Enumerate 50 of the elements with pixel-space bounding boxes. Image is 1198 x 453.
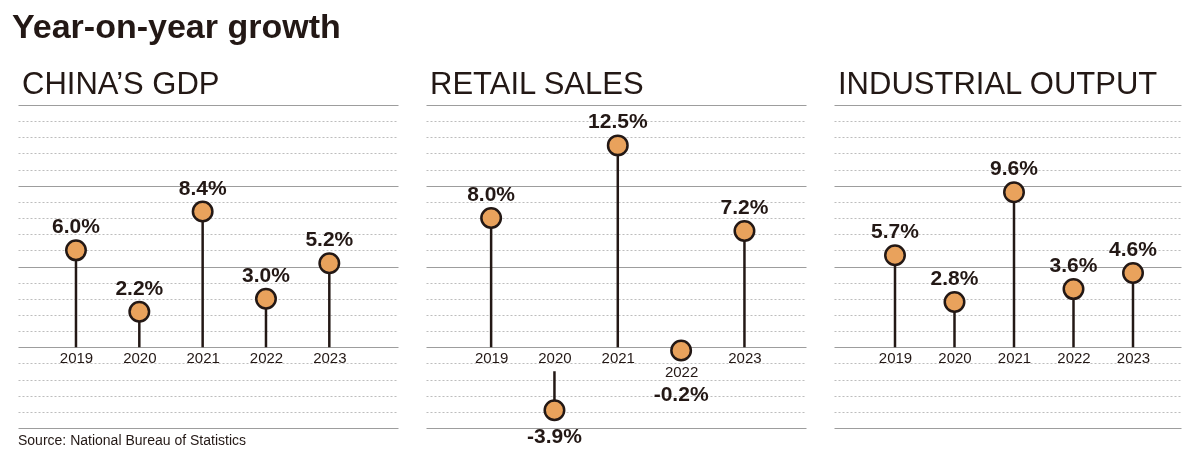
x-tick-label: 2022 <box>249 348 284 366</box>
x-tick-label: 2019 <box>878 348 913 366</box>
point <box>543 399 566 422</box>
point <box>128 300 151 323</box>
point <box>606 134 629 157</box>
x-tick-label: 2022 <box>1057 348 1091 366</box>
data-label: 3.0% <box>242 262 291 286</box>
data-label: 5.7% <box>871 219 920 243</box>
x-tick-label: 2019 <box>474 348 509 366</box>
data-label: 9.6% <box>990 156 1039 180</box>
point <box>480 207 503 230</box>
x-tick-label: 2020 <box>538 348 572 366</box>
point <box>733 219 756 242</box>
x-tick-label: 2021 <box>601 348 635 366</box>
data-label: 8.4% <box>178 175 227 199</box>
data-label: -3.9% <box>527 424 583 448</box>
point <box>884 244 906 267</box>
point <box>1003 181 1025 204</box>
x-tick-label: 2019 <box>59 348 94 366</box>
text: Year-on-year growth <box>12 7 341 45</box>
data-label: 6.0% <box>52 214 101 238</box>
data-label: 8.0% <box>467 182 516 206</box>
x-tick-label: 2023 <box>313 348 347 366</box>
x-tick-label: 2020 <box>938 348 972 366</box>
x-tick-label: 2021 <box>997 348 1032 366</box>
source-note: Source: National Bureau of Statistics <box>18 432 247 448</box>
data-label: 2.8% <box>930 266 979 290</box>
point <box>191 200 214 223</box>
data-label: 4.6% <box>1109 236 1158 260</box>
x-tick-label: 2021 <box>186 348 220 366</box>
point <box>670 339 693 362</box>
chart-title: RETAIL SALES <box>430 66 644 101</box>
data-label: -0.2% <box>653 382 709 406</box>
data-label: 12.5% <box>588 109 648 133</box>
data-label: 2.2% <box>115 275 164 299</box>
point <box>64 239 87 262</box>
x-tick-label: 2023 <box>728 348 762 366</box>
x-tick-label: 2022 <box>664 362 699 380</box>
data-label: 7.2% <box>720 194 769 218</box>
chart-title: INDUSTRIAL OUTPUT <box>838 66 1158 101</box>
point <box>318 252 341 275</box>
point <box>1062 278 1085 301</box>
data-label: 3.6% <box>1049 253 1098 277</box>
point <box>1122 261 1144 284</box>
chart-title: CHINA’S GDP <box>22 66 220 101</box>
x-tick-label: 2020 <box>123 348 157 366</box>
data-label: 5.2% <box>305 227 354 251</box>
point <box>943 291 966 314</box>
point <box>254 287 277 310</box>
x-tick-label: 2023 <box>1116 348 1151 366</box>
